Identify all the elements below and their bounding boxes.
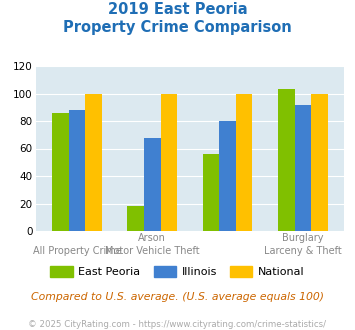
Bar bbox=[236, 93, 252, 231]
Text: 2019 East Peoria: 2019 East Peoria bbox=[108, 2, 247, 16]
Bar bbox=[127, 206, 144, 231]
Text: Motor Vehicle Theft: Motor Vehicle Theft bbox=[105, 246, 200, 256]
Bar bbox=[203, 154, 219, 231]
Text: Compared to U.S. average. (U.S. average equals 100): Compared to U.S. average. (U.S. average … bbox=[31, 292, 324, 302]
Text: Larceny & Theft: Larceny & Theft bbox=[264, 246, 342, 256]
Bar bbox=[144, 138, 160, 231]
Text: All Property Crime: All Property Crime bbox=[33, 246, 121, 256]
Bar bbox=[160, 93, 177, 231]
Text: © 2025 CityRating.com - https://www.cityrating.com/crime-statistics/: © 2025 CityRating.com - https://www.city… bbox=[28, 320, 327, 329]
Bar bbox=[85, 93, 102, 231]
Legend: East Peoria, Illinois, National: East Peoria, Illinois, National bbox=[46, 261, 309, 281]
Text: Property Crime Comparison: Property Crime Comparison bbox=[63, 20, 292, 35]
Bar bbox=[69, 110, 85, 231]
Bar bbox=[295, 105, 311, 231]
Bar bbox=[219, 121, 236, 231]
Bar bbox=[311, 93, 328, 231]
Bar bbox=[52, 113, 69, 231]
Text: Burglary: Burglary bbox=[282, 233, 324, 243]
Text: Arson: Arson bbox=[138, 233, 166, 243]
Bar bbox=[278, 89, 295, 231]
